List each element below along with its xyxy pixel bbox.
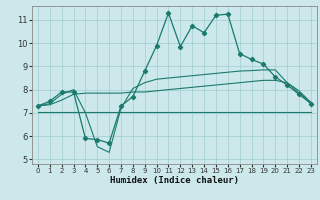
X-axis label: Humidex (Indice chaleur): Humidex (Indice chaleur) xyxy=(110,176,239,185)
